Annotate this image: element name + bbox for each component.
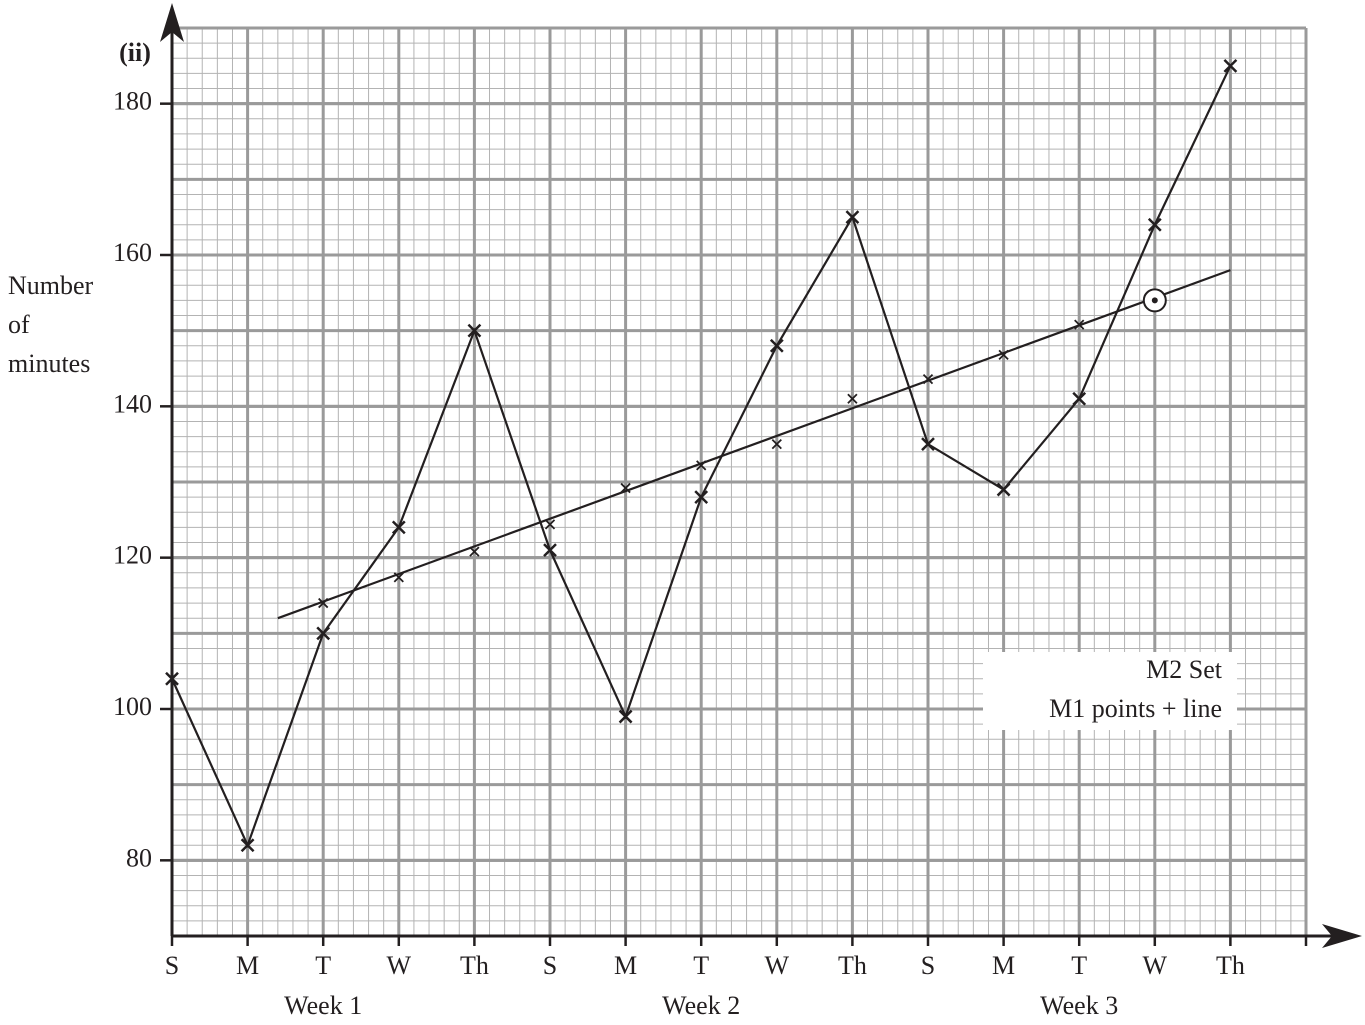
point-marker (1223, 58, 1238, 73)
group-label: Week 3 (1040, 991, 1118, 1020)
point-marker (847, 393, 858, 404)
y-tick-label: 180 (113, 87, 152, 116)
point-marker (467, 323, 482, 338)
point-marker (165, 671, 179, 686)
x-tick-label: Th (460, 951, 489, 980)
point-marker (316, 626, 331, 641)
point-marker (696, 460, 707, 471)
x-tick-label: T (693, 951, 709, 980)
x-tick-label: M (992, 951, 1015, 980)
x-tick-label: T (1071, 951, 1087, 980)
y-axis-label: minutes (8, 349, 90, 378)
y-axis-label: Number (8, 271, 94, 300)
point-marker (769, 338, 784, 353)
point-marker (240, 838, 255, 853)
point-marker (1074, 319, 1085, 330)
point-marker (694, 490, 709, 505)
y-axis-arrow (160, 3, 184, 42)
group-label: Week 1 (284, 991, 362, 1020)
point-marker (921, 437, 935, 452)
point-marker (391, 520, 406, 535)
point-marker (1072, 391, 1087, 406)
x-tick-label: Th (1216, 951, 1245, 980)
x-axis-arrow (1322, 924, 1362, 948)
point-marker (469, 546, 480, 557)
trend-line (277, 269, 1231, 620)
y-axis-label: of (8, 310, 30, 339)
y-tick-label: 120 (113, 541, 152, 570)
y-tick-label: 80 (126, 843, 152, 872)
point-marker (620, 482, 631, 494)
x-tick-label: S (543, 951, 557, 980)
x-tick-label: W (765, 951, 790, 980)
y-tick-label: 160 (113, 238, 152, 267)
annotation-box (983, 652, 1237, 730)
x-tick-label: W (387, 951, 412, 980)
x-tick-label: Th (838, 951, 867, 980)
annotation-text: M1 points + line (1049, 694, 1222, 723)
group-label: Week 2 (662, 991, 740, 1020)
point-marker (771, 439, 782, 450)
x-tick-label: M (614, 951, 637, 980)
point-marker (544, 519, 556, 530)
x-tick-label: M (236, 951, 259, 980)
point-marker (393, 572, 404, 583)
y-tick-label: 100 (113, 692, 152, 721)
point-marker (618, 709, 633, 724)
y-tick-label: 140 (113, 389, 152, 418)
x-tick-label: S (921, 951, 935, 980)
point-marker (845, 210, 860, 225)
prediction-dot (1151, 297, 1158, 304)
point-marker (998, 349, 1009, 361)
point-marker (318, 597, 329, 609)
x-tick-label: W (1143, 951, 1168, 980)
x-tick-label: S (165, 951, 179, 980)
point-marker (543, 543, 557, 557)
point-marker (922, 373, 934, 385)
x-tick-label: T (315, 951, 331, 980)
point-marker (1147, 217, 1162, 232)
annotation-text: M2 Set (1146, 655, 1223, 684)
point-marker (996, 482, 1011, 497)
part-label: (ii) (119, 38, 151, 67)
